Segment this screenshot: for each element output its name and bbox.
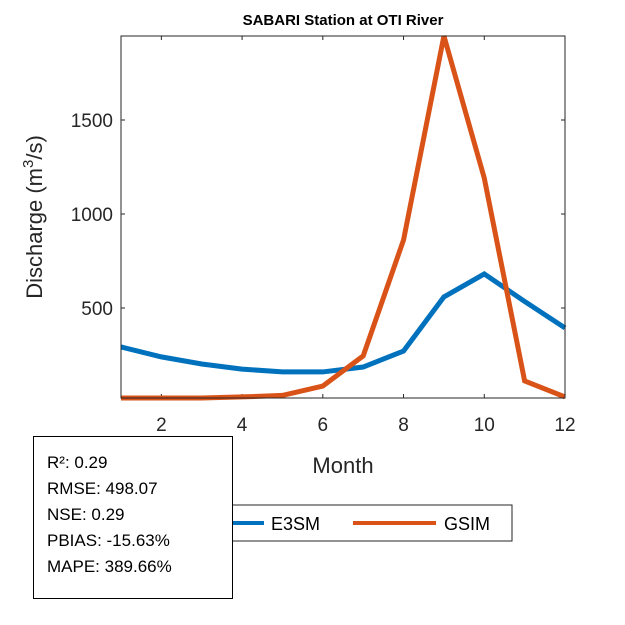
y-axis-label-suffix: /s)	[22, 135, 47, 159]
y-axis-label-main: Discharge (m	[22, 168, 47, 299]
axes-box	[120, 35, 566, 399]
stat-rmse: RMSE: 498.07	[47, 479, 158, 498]
x-tick-label: 8	[398, 415, 409, 436]
y-tick-label: 500	[81, 299, 113, 320]
y-axis-label: Discharge (m3/s)	[20, 135, 47, 299]
x-tick-label: 2	[156, 415, 167, 436]
y-axis-label-superscript: 3	[20, 160, 37, 168]
stats-box: R²: 0.29 RMSE: 498.07 NSE: 0.29 PBIAS: -…	[33, 436, 233, 599]
x-tick-label: 12	[554, 415, 575, 436]
legend-label-e3sm: E3SM	[271, 514, 320, 534]
chart-title: SABARI Station at OTI River	[243, 12, 444, 29]
stat-nse: NSE: 0.29	[47, 505, 125, 524]
y-tick-label: 1500	[71, 111, 113, 132]
stat-r2: R²: 0.29	[47, 453, 108, 472]
stat-mape: MAPE: 389.66%	[47, 557, 172, 576]
y-tick-label: 1000	[71, 205, 113, 226]
axis-ticks: 2 4 6 8 10 12 500 1000 1500	[71, 36, 576, 436]
plot-area	[121, 36, 565, 398]
stat-pbias: PBIAS: -15.63%	[47, 531, 170, 550]
x-tick-label: 4	[237, 415, 248, 436]
legend: E3SM GSIM	[179, 504, 513, 542]
legend-label-gsim: GSIM	[444, 514, 490, 534]
x-tick-label: 6	[318, 415, 329, 436]
x-tick-label: 10	[474, 415, 495, 436]
x-axis-label: Month	[312, 453, 373, 478]
